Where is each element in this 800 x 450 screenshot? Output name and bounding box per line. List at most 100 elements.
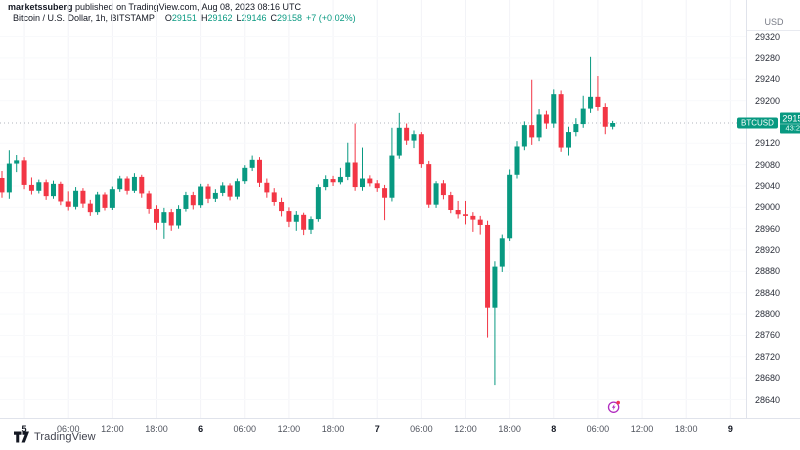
candle [382, 184, 388, 221]
lightning-bolt [611, 403, 616, 411]
gridlines [23, 0, 731, 418]
candle [323, 175, 329, 191]
author-name: marketssuberg [8, 2, 73, 12]
price-tick: 28800 [755, 309, 781, 320]
price-tick: 29080 [755, 159, 781, 170]
candle [65, 191, 71, 211]
candle [595, 76, 601, 111]
tradingview-logo-icon [14, 431, 29, 443]
time-tick-day: 9 [727, 424, 733, 434]
price-tick: 28920 [755, 245, 781, 256]
candle [367, 175, 373, 187]
time-tick-hour: 12:00 [277, 424, 301, 434]
candle [242, 165, 248, 184]
time-tick-hour: 06:00 [233, 424, 257, 434]
candle [58, 181, 64, 206]
candle [529, 79, 535, 145]
candle [95, 191, 101, 215]
time-tick-hour: 18:00 [321, 424, 345, 434]
price-tick: 29040 [755, 180, 781, 191]
candle [470, 212, 476, 232]
publication-text: published on TradingView.com, Aug 08, 20… [72, 2, 302, 12]
candle [198, 183, 204, 208]
candle [411, 130, 417, 149]
candle [359, 147, 365, 191]
price-tick: 28720 [755, 351, 781, 362]
time-tick-hour: 18:00 [674, 424, 698, 434]
candle [293, 211, 299, 231]
candle [374, 180, 380, 192]
currency-separator [747, 30, 800, 31]
candle [109, 186, 115, 211]
candle [536, 109, 542, 142]
candle [183, 191, 189, 212]
candle [286, 207, 292, 228]
candle [36, 179, 42, 194]
candle [565, 126, 571, 156]
candle [462, 200, 468, 225]
candle [176, 205, 182, 229]
candle [389, 127, 395, 202]
price-tick: 29240 [755, 74, 781, 85]
time-tick-hour: 06:00 [56, 424, 80, 434]
open-value: 29151 [171, 13, 197, 23]
currency-label: USD [764, 17, 784, 27]
candle [234, 178, 240, 200]
candle [448, 191, 454, 214]
candle [264, 178, 270, 198]
candle [521, 121, 527, 151]
time-axis[interactable]: 5 06:00 12:00 18:00 6 06:00 12:00 18:00 7 06:00 12… [0, 418, 800, 450]
price-tick: 28840 [755, 287, 781, 298]
time-tick-day: 5 [21, 424, 27, 434]
candle [301, 212, 307, 236]
time-tick-day: 8 [551, 424, 557, 434]
candle [426, 160, 432, 208]
symbol-title[interactable]: Bitcoin / U.S. Dollar, 1h, BITSTAMP [13, 13, 155, 23]
candle [249, 155, 255, 172]
last-price-badge[interactable]: BTCUSD 29158 43:23 [737, 112, 800, 134]
candle [602, 103, 608, 135]
tradingview-logo-text: TradingView [34, 431, 96, 443]
candle [124, 176, 130, 195]
time-tick-hour: 06:00 [586, 424, 610, 434]
candle [161, 207, 167, 239]
time-tick-hour: 12:00 [454, 424, 477, 434]
price-tick: 28960 [755, 223, 781, 234]
candle [271, 188, 277, 206]
symbol-chip[interactable]: BTCUSD [737, 117, 778, 129]
candle [131, 173, 137, 193]
candle [440, 180, 446, 200]
time-tick-hour: 12:00 [101, 424, 124, 434]
price-tick: 29200 [755, 95, 781, 106]
candle [455, 200, 461, 219]
candle [257, 157, 262, 188]
chart-legend[interactable]: Bitcoin / U.S. Dollar, 1h, BITSTAMP O2915… [13, 13, 356, 23]
candle [87, 199, 93, 216]
candle [146, 190, 152, 214]
candle [610, 120, 616, 130]
tradingview-branding[interactable]: TradingView [14, 431, 96, 443]
candle [14, 155, 20, 173]
candle [352, 123, 358, 191]
candle [499, 234, 505, 272]
candle [279, 197, 285, 217]
close-label: C [270, 13, 278, 23]
candle [477, 215, 483, 235]
price-axis[interactable]: USD 29320 29280 29240 29200 29120 29080 29040 2… [746, 0, 800, 418]
price-tick: 29320 [755, 31, 781, 42]
candle [21, 157, 27, 190]
candlesticks [0, 56, 616, 386]
candle [485, 220, 491, 338]
open-label: O [164, 13, 172, 23]
time-tick-hour: 18:00 [498, 424, 521, 434]
price-tick: 28680 [755, 373, 781, 384]
candle [6, 150, 12, 199]
price-tick: 28760 [755, 330, 781, 341]
lightning-event-icon[interactable] [606, 399, 622, 415]
time-tick-day: 6 [198, 424, 204, 434]
price-tick: 28640 [755, 394, 781, 405]
price-tick: 28880 [755, 266, 781, 277]
change-value: +7 (+0.02%) [306, 13, 356, 23]
candlestick-plot[interactable] [0, 0, 746, 418]
